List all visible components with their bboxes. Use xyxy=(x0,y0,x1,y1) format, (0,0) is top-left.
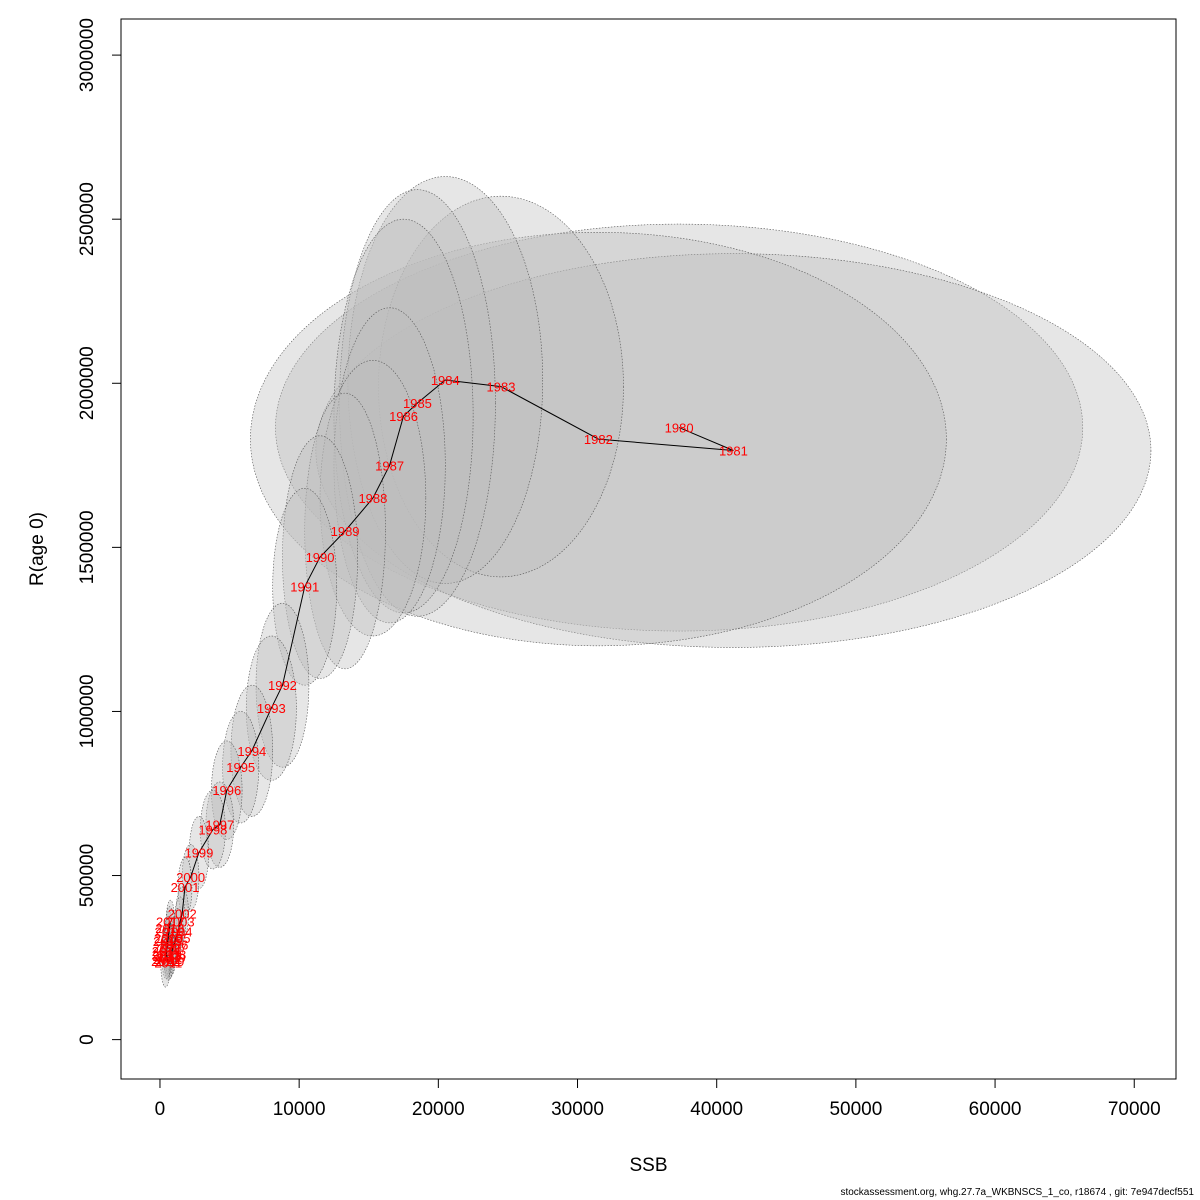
year-label-2008: 2008 xyxy=(157,947,186,962)
x-tick-label: 10000 xyxy=(273,1099,326,1120)
year-label-2015: 2015 xyxy=(153,934,182,949)
y-axis: 0 500000 1000000 1500000 2000000 2500000 30000… xyxy=(77,18,122,1045)
year-label-1992: 1992 xyxy=(268,678,297,693)
year-label-1982: 1982 xyxy=(584,432,613,447)
y-tick-label: 2000000 xyxy=(77,346,98,420)
year-label-2005: 2005 xyxy=(162,931,191,946)
x-tick-label: 60000 xyxy=(969,1099,1022,1120)
uncertainty-ellipses xyxy=(160,176,1152,988)
y-tick-label: 1000000 xyxy=(77,674,98,748)
year-label-2009: 2009 xyxy=(157,951,186,966)
year-label-1987: 1987 xyxy=(375,458,404,473)
year-label-2003: 2003 xyxy=(166,914,195,929)
year-label-1997: 1997 xyxy=(205,818,234,833)
x-tick-label: 40000 xyxy=(690,1099,743,1120)
y-tick-label: 3000000 xyxy=(77,18,98,92)
year-label-2001: 2001 xyxy=(171,880,200,895)
year-label-2017: 2017 xyxy=(156,914,185,929)
year-label-1985: 1985 xyxy=(403,396,432,411)
year-label-2012: 2012 xyxy=(153,952,182,967)
year-label-2016: 2016 xyxy=(155,924,184,939)
year-label-2013: 2013 xyxy=(152,949,181,964)
year-label-1988: 1988 xyxy=(358,491,387,506)
year-label-2010: 2010 xyxy=(155,954,184,969)
year-label-2006: 2006 xyxy=(159,937,188,952)
year-label-1983: 1983 xyxy=(487,380,516,395)
footer-credit: stockassessment.org, whg.27.7a_WKBNSCS_1… xyxy=(840,1187,1194,1198)
x-tick-label: 20000 xyxy=(412,1099,465,1120)
x-tick-label: 50000 xyxy=(829,1099,882,1120)
year-label-1980: 1980 xyxy=(665,421,694,436)
x-axis-title: SSB xyxy=(629,1155,667,1176)
year-label-1998: 1998 xyxy=(198,823,227,838)
year-label-1990: 1990 xyxy=(306,550,335,565)
year-label-2000: 2000 xyxy=(176,870,205,885)
y-tick-label: 0 xyxy=(77,1034,98,1045)
year-label-1999: 1999 xyxy=(184,846,213,861)
year-label-1995: 1995 xyxy=(226,760,255,775)
year-label-1981: 1981 xyxy=(719,444,748,459)
year-label-2002: 2002 xyxy=(168,906,197,921)
year-label-1994: 1994 xyxy=(237,744,266,759)
year-label-2014: 2014 xyxy=(152,944,181,959)
year-label-2021: 2021 xyxy=(152,947,181,962)
year-label-2020: 2020 xyxy=(152,941,181,956)
x-tick-label: 70000 xyxy=(1108,1099,1161,1120)
year-label-2011: 2011 xyxy=(154,955,182,970)
year-label-2018: 2018 xyxy=(155,921,184,936)
sr-trajectory-line xyxy=(165,379,734,964)
y-tick-label: 500000 xyxy=(77,844,98,907)
year-label-2007: 2007 xyxy=(158,941,187,956)
x-axis: 0 10000 20000 30000 40000 50000 60000 70000 xyxy=(155,1078,1161,1120)
x-tick-label: 0 xyxy=(155,1099,166,1120)
year-label-2004: 2004 xyxy=(164,924,193,939)
y-axis-title: R(age 0) xyxy=(27,512,48,586)
year-label-1984: 1984 xyxy=(431,373,460,388)
year-label-2019: 2019 xyxy=(154,931,183,946)
year-label-1989: 1989 xyxy=(331,524,360,539)
year-label-2022: 2022 xyxy=(151,954,180,969)
y-tick-label: 2500000 xyxy=(77,182,98,256)
year-label-1996: 1996 xyxy=(212,783,241,798)
year-label-1986: 1986 xyxy=(389,409,418,424)
x-tick-label: 30000 xyxy=(551,1099,604,1120)
y-tick-label: 1500000 xyxy=(77,510,98,584)
year-label-1993: 1993 xyxy=(257,701,286,716)
year-label-1991: 1991 xyxy=(290,580,319,595)
